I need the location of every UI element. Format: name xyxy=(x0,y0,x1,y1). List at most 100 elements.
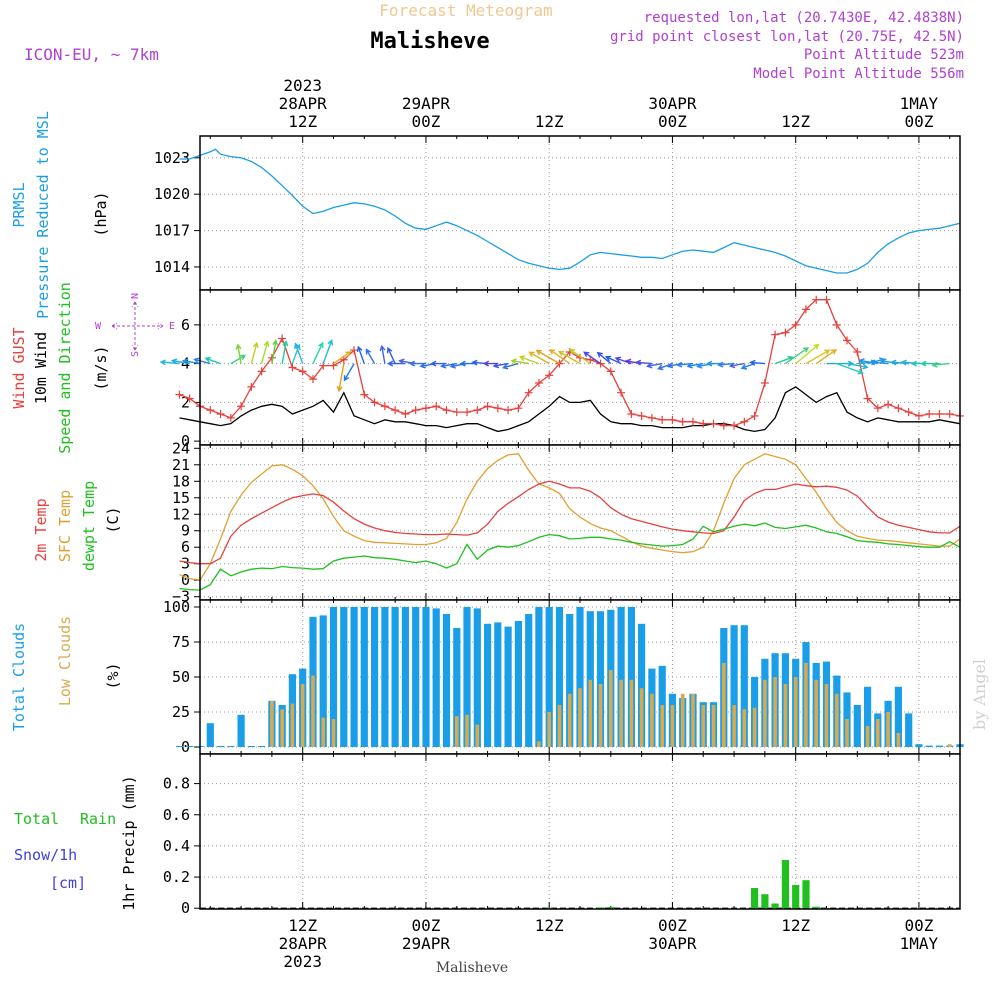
compass-e: E xyxy=(169,321,175,332)
y-tick-label: 0 xyxy=(181,738,190,756)
gust-point-marker xyxy=(658,415,667,424)
wind-direction-arrow-icon xyxy=(568,348,591,365)
low-cloud-bar xyxy=(722,663,726,747)
wind-speed-line xyxy=(179,386,961,433)
clouds-unit: (%) xyxy=(104,662,122,689)
rain-bar xyxy=(802,880,810,909)
bottom-time-label: 12Z xyxy=(781,916,810,935)
gust-point-marker xyxy=(914,411,923,420)
gust-point-marker xyxy=(237,402,246,411)
temperature-labels: 2m Temp SFC Temp dewpt Temp (C) xyxy=(32,481,122,571)
low-cloud-bar xyxy=(701,705,705,747)
low-cloud-bar xyxy=(865,726,870,747)
wind-direction-arrow-icon xyxy=(322,339,334,364)
gust-point-marker xyxy=(740,417,749,426)
gust-point-marker xyxy=(627,410,636,418)
total-cloud-bar xyxy=(894,686,902,747)
low-cloud-bar xyxy=(547,712,551,747)
gust-point-marker xyxy=(750,411,759,420)
low-cloud-bar xyxy=(783,684,788,747)
precip-ylabel: 1hr Precip (mm) xyxy=(120,775,138,910)
app-title: Forecast Meteogram xyxy=(379,1,552,20)
y-tick-label: 100 xyxy=(163,598,190,616)
wind-direction-arrow-icon xyxy=(379,344,386,364)
low-cloud-bar xyxy=(598,684,603,747)
total-cloud-bar xyxy=(422,607,430,747)
wind-direction-arrow-icon xyxy=(356,345,365,364)
compass-arrows-icon xyxy=(111,301,164,351)
gust-point-marker xyxy=(884,400,893,409)
wind-direction-arrow-icon xyxy=(510,358,529,365)
gust-point-marker xyxy=(904,408,913,417)
low-cloud-bar xyxy=(465,714,469,747)
top-time-label: 29APR xyxy=(402,94,451,113)
gust-point-marker xyxy=(278,334,287,343)
gust-point-marker xyxy=(843,336,852,345)
y-tick-label: −3 xyxy=(172,588,190,606)
y-tick-label: 15 xyxy=(172,489,190,507)
total-cloud-bar xyxy=(535,607,543,747)
total-cloud-bar xyxy=(412,607,420,747)
wind-direction-arrow-icon xyxy=(604,355,622,365)
gust-point-marker xyxy=(493,404,502,413)
low-cloud-bar xyxy=(947,744,952,747)
wind-label-speed-dir: Speed and Direction xyxy=(56,282,74,454)
total-cloud-bar xyxy=(627,607,635,747)
wind-direction-arrow-icon xyxy=(931,361,950,368)
wind-direction-arrow-icon xyxy=(666,362,683,369)
wind-direction-arrow-icon xyxy=(596,351,612,365)
gust-point-marker xyxy=(545,371,554,380)
low-cloud-bar xyxy=(331,719,336,747)
low-cloud-bar xyxy=(886,712,890,747)
top-time-label: 12Z xyxy=(535,112,564,131)
wind-direction-arrow-icon xyxy=(230,354,247,365)
wind-direction-arrow-icon xyxy=(343,363,355,382)
gust-point-marker xyxy=(873,404,882,413)
total-cloud-bar xyxy=(576,607,584,747)
bottom-time-label: 00Z xyxy=(658,916,687,935)
temp-2m-line xyxy=(179,480,961,565)
pressure-labels: PRMSL Pressure Reduced to MSL (hPa) xyxy=(10,111,110,319)
top-time-label: 00Z xyxy=(904,112,933,131)
total-cloud-bar xyxy=(555,607,564,747)
precip-labels: Total Rain Snow/1h [cm] 1hr Precip (mm) xyxy=(14,775,138,910)
wind-direction-arrow-icon xyxy=(846,362,869,370)
bottom-time-label: 2023 xyxy=(283,952,322,971)
gust-point-marker xyxy=(288,363,297,372)
wind-direction-arrow-icon xyxy=(482,360,498,367)
wind-direction-arrow-icon xyxy=(583,351,601,365)
rain-bar xyxy=(771,903,779,909)
low-cloud-bar xyxy=(773,677,777,747)
wind-direction-arrow-icon xyxy=(281,339,289,364)
gust-point-marker xyxy=(370,398,379,407)
pressure-label-prmsl: PRMSL xyxy=(10,182,28,227)
precip-legend-cm: [cm] xyxy=(50,874,86,892)
gust-point-marker xyxy=(730,421,739,430)
top-time-label: 12Z xyxy=(288,112,317,131)
info-line-requested: requested lon,lat (20.7430E, 42.4838N) xyxy=(644,10,964,26)
wind-direction-arrow-icon xyxy=(271,339,279,364)
gust-point-marker xyxy=(534,379,543,387)
y-tick-label: 6 xyxy=(181,316,190,334)
gust-point-marker xyxy=(247,382,256,391)
precip-legend-snow: Snow/1h xyxy=(14,846,77,864)
bottom-time-label: 00Z xyxy=(411,916,440,935)
total-cloud-bar xyxy=(175,746,184,747)
total-cloud-bar xyxy=(371,607,379,747)
wind-direction-arrow-icon xyxy=(501,362,519,370)
top-time-label: 00Z xyxy=(658,112,687,131)
precip-legend-total: Total xyxy=(14,810,59,828)
gust-point-marker xyxy=(771,330,780,339)
total-cloud-bar xyxy=(494,622,502,747)
low-cloud-bar xyxy=(639,688,644,747)
low-cloud-bar xyxy=(475,724,480,747)
total-cloud-bar xyxy=(216,746,225,747)
temp-sfc-line xyxy=(179,453,961,581)
gust-point-marker xyxy=(678,417,687,426)
gust-point-marker xyxy=(442,406,451,415)
low-cloud-bar xyxy=(691,693,695,747)
gust-point-marker xyxy=(257,367,266,376)
wind-label-10m: 10m Wind xyxy=(32,332,50,404)
rain-bar xyxy=(761,894,769,909)
gust-point-marker xyxy=(432,402,441,411)
